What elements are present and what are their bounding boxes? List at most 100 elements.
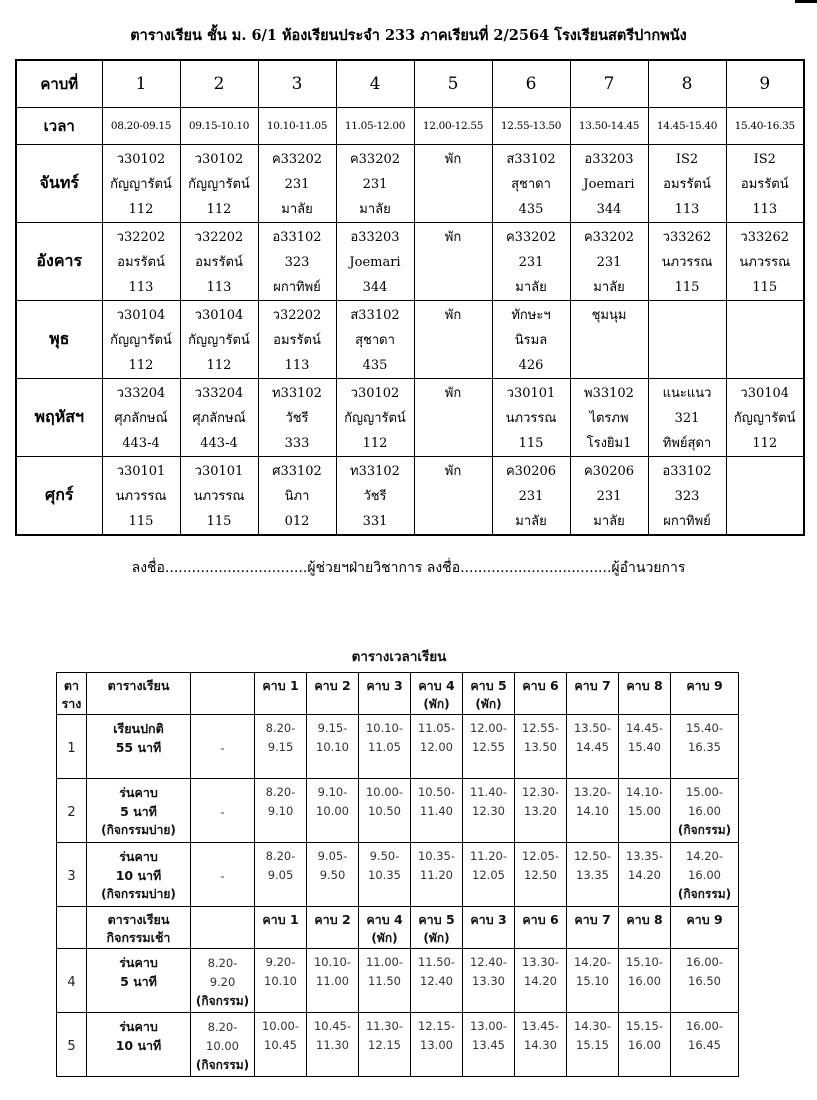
cell-line: 231 xyxy=(518,255,544,270)
period-time-cell: 9.05- 9.50 xyxy=(306,842,359,907)
day-name: จันทร์ xyxy=(15,144,103,223)
cell-line: 11.00- xyxy=(365,955,404,969)
cell-line: วัชรี xyxy=(285,411,309,426)
period-time-cell: 11.20- 12.05 xyxy=(462,842,515,907)
row-label: ร่นคาบ 10 นาที (กิจกรรมบ่าย) xyxy=(86,842,191,907)
row-label: ตารางเรียน xyxy=(86,672,191,715)
period-column-header: คาบ 5 (พัก) xyxy=(410,906,463,949)
day-row: พุธ ว30104 กัญญารัตน์ 112 ว30104 กัญญารัตน์ 11… xyxy=(15,300,805,379)
cell-line: (กิจกรรมบ่าย) xyxy=(101,887,176,901)
period-column-header: คาบ 2 xyxy=(306,906,359,949)
schedule-cell: ว30101 นภวรรณ 115 xyxy=(491,378,571,457)
period-time-cell: 9.50- 10.35 xyxy=(358,842,411,907)
cell-line: ว32202 xyxy=(194,230,244,245)
period-time-cell: 11.40- 12.30 xyxy=(462,778,515,843)
cell-line: 10.45- xyxy=(313,1019,352,1033)
cell-line: กัญญารัตน์ xyxy=(110,333,172,348)
period-time-cell: 15.00- 16.00 (กิจกรรม) xyxy=(670,778,739,843)
cell-line: ร่นคาบ xyxy=(119,785,158,800)
row-number: 2 xyxy=(56,778,87,843)
cell-line: พัก xyxy=(444,386,462,401)
schedule-cell xyxy=(725,300,805,379)
cell-line: อมรรัตน์ xyxy=(740,177,789,192)
schedule-cell: พัก xyxy=(413,378,493,457)
period-time-cell: 14.45- 15.40 xyxy=(618,714,671,779)
cell-line: 14.45- xyxy=(625,721,664,735)
period-time-cell: 13.50- 14.45 xyxy=(566,714,619,779)
period-time-cell: 15.10- 16.00 xyxy=(618,948,671,1013)
cell-line: แนะแนว xyxy=(662,386,712,401)
cell-line: 443-4 xyxy=(200,436,238,451)
schedule-cell: อ33102 323 ผกาทิพย์ xyxy=(647,456,727,536)
cell-line: (กิจกรรม) xyxy=(195,1058,250,1072)
day-name: ศุกร์ xyxy=(15,456,103,536)
day-name: พฤหัสฯ xyxy=(15,378,103,457)
period-number: 8 xyxy=(647,59,727,108)
cell-line: 12.40 xyxy=(420,974,453,988)
cell-line: 11.05- xyxy=(417,721,456,735)
cell-line: ว30101 xyxy=(194,464,244,479)
cell-line: 115 xyxy=(752,280,778,295)
cell-line: (กิจกรรม) xyxy=(195,994,250,1008)
cell-line: 11.40 xyxy=(420,804,453,818)
timetable-data-row: 5 ร่นคาบ 10 นาที 8.20- 10.00 (กิจกรรม) 10.00- 1… xyxy=(56,1012,739,1077)
period-time-cell: 14.30- 15.15 xyxy=(566,1012,619,1077)
cell-line: 12.00- xyxy=(469,721,508,735)
period-column-header: คาบ 6 xyxy=(514,906,567,949)
cell-line: ว33204 xyxy=(194,386,244,401)
period-time-cell: 13.35- 14.20 xyxy=(618,842,671,907)
cell-line: Joemari xyxy=(583,177,635,192)
cell-line: กัญญารัตน์ xyxy=(110,177,172,192)
schedule-cell: ส33102 สุชาดา 435 xyxy=(491,144,571,223)
period-time-cell: 12.05- 12.50 xyxy=(514,842,567,907)
period-time-cell: 9.15- 10.10 xyxy=(306,714,359,779)
day-row: พฤหัสฯ ว33204 ศุภลักษณ์ 443-4 ว33204 ศุภลักษณ… xyxy=(15,378,805,457)
cell-line: พ33102 xyxy=(584,386,634,401)
schedule-cell: ว30101 นภวรรณ 115 xyxy=(101,456,181,536)
cell-line: ว32202 xyxy=(272,308,322,323)
cell-line: มาลัย xyxy=(593,280,625,295)
cell-line: - xyxy=(220,741,225,755)
cell-line: 16.00- xyxy=(685,1019,724,1033)
row-note: - xyxy=(190,842,255,907)
schedule-cell: พัก xyxy=(413,456,493,536)
period-time-cell: 10.10- 11.00 xyxy=(306,948,359,1013)
cell-line: ค33202 xyxy=(349,152,401,167)
cell-line: ผกาทิพย์ xyxy=(663,514,711,529)
cell-line: 115 xyxy=(674,280,700,295)
cell-line: ทักษะฯ xyxy=(511,308,551,323)
cell-line: คาบ 9 xyxy=(686,678,723,693)
cell-line: ว30102 xyxy=(194,152,244,167)
cell-line: (พัก) xyxy=(423,697,450,711)
scan-artifact-mark xyxy=(795,0,817,3)
schedule-cell: พัก xyxy=(413,222,493,301)
cell-line: พัก xyxy=(444,230,462,245)
row-number: 4 xyxy=(56,948,87,1013)
cell-line: 10.45 xyxy=(264,1038,297,1052)
schedule-cell: อ33203 Joemari 344 xyxy=(335,222,415,301)
cell-line: 15.00- xyxy=(685,785,724,799)
cell-line: 14.45 xyxy=(576,740,609,754)
cell-line: 14.10- xyxy=(625,785,664,799)
schedule-cell: ว33262 นภวรรณ 115 xyxy=(725,222,805,301)
cell-line: คาบ 2 xyxy=(314,678,351,693)
cell-line: มาลัย xyxy=(515,514,547,529)
cell-line: คาบ 4 xyxy=(366,912,403,927)
cell-line: (กิจกรรมบ่าย) xyxy=(101,823,176,837)
cell-line: 16.45 xyxy=(688,1038,721,1052)
day-name: อังคาร xyxy=(15,222,103,301)
cell-line: 112 xyxy=(362,436,388,451)
cell-line: 12.50- xyxy=(573,849,612,863)
period-number: 5 xyxy=(413,59,493,108)
period-column-header: คาบ 1 xyxy=(254,906,307,949)
cell-line: 14.10 xyxy=(576,804,609,818)
period-number: 9 xyxy=(725,59,805,108)
page-title: ตารางเรียน ชั้น ม. 6/1 ห้องเรียนประจำ 23… xyxy=(130,27,687,44)
cell-line: สุชาดา xyxy=(355,333,395,348)
cell-line: นิภา xyxy=(284,489,310,504)
cell-line: 2 xyxy=(67,805,76,820)
cell-line: คาบ 8 xyxy=(626,912,663,927)
cell-line: อมรรัตน์ xyxy=(663,177,711,192)
cell-line: ผกาทิพย์ xyxy=(273,280,321,295)
cell-line: ว30102 xyxy=(116,152,166,167)
